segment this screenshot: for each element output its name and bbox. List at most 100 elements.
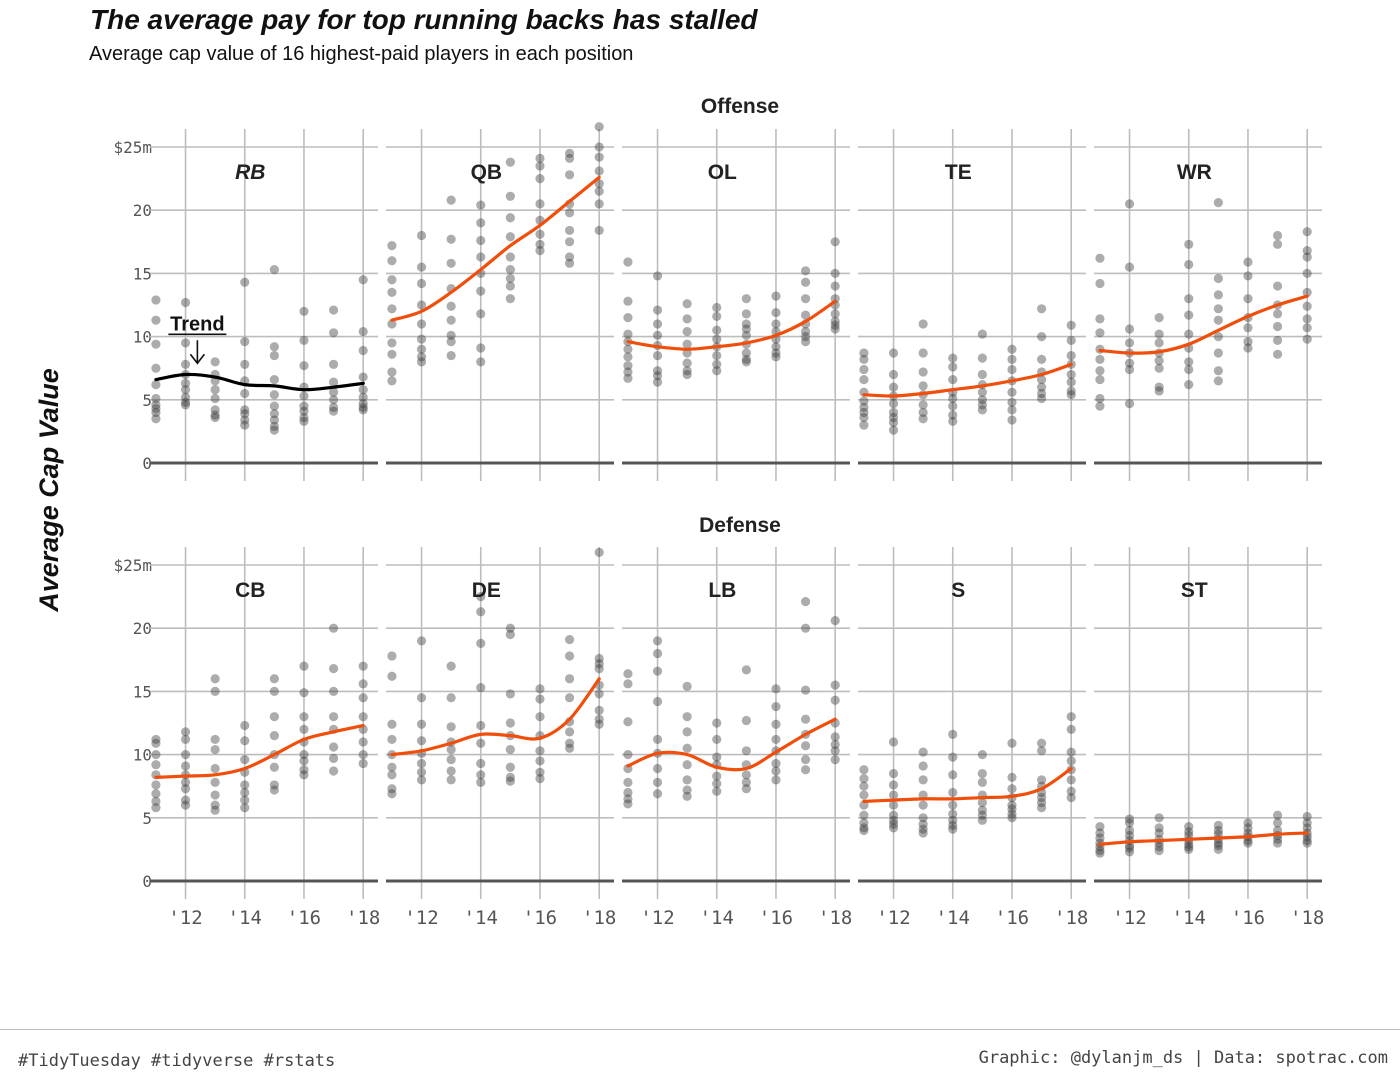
data-point: [358, 345, 368, 356]
data-point: [1124, 818, 1135, 828]
data-point: [240, 359, 250, 370]
data-point: [948, 410, 958, 420]
data-point: [977, 353, 987, 363]
trend-line: [154, 372, 365, 392]
data-point: [800, 623, 811, 633]
data-point: [830, 316, 840, 327]
data-point: [299, 401, 309, 411]
data-point: [888, 800, 899, 810]
data-point: [977, 805, 987, 815]
data-point: [712, 718, 722, 728]
data-point: [888, 412, 899, 423]
data-point: [888, 407, 899, 418]
y-axis-label: Average Cap Value: [34, 368, 64, 613]
data-point: [535, 774, 545, 784]
data-point: [240, 388, 250, 399]
data-point: [1007, 354, 1017, 364]
data-point: [888, 348, 899, 358]
data-point: [180, 800, 191, 810]
data-point: [771, 719, 781, 729]
data-point: [948, 770, 958, 780]
data-point: [948, 820, 958, 830]
data-point: [594, 653, 604, 664]
data-point: [358, 398, 368, 409]
data-point: [1036, 393, 1047, 404]
data-point: [1184, 844, 1194, 855]
data-point: [888, 815, 899, 825]
data-point: [682, 791, 692, 801]
data-point: [416, 300, 427, 310]
data-point: [1154, 363, 1164, 373]
data-point: [240, 780, 250, 790]
data-point: [269, 401, 279, 411]
data-point: [269, 686, 279, 697]
data-point: [948, 729, 958, 739]
data-point: [358, 405, 368, 415]
data-point: [1184, 294, 1194, 304]
data-point: [505, 629, 515, 640]
data-point: [151, 400, 161, 410]
data-point: [299, 406, 309, 416]
data-point: [712, 734, 722, 745]
data-point: [800, 755, 811, 765]
panel-te: TE: [858, 129, 1086, 481]
data-point: [564, 225, 575, 236]
data-point: [682, 314, 692, 324]
data-point: [712, 771, 722, 781]
data-point: [800, 741, 811, 751]
data-point: [416, 334, 427, 344]
data-point: [151, 414, 161, 424]
data-point: [771, 348, 781, 358]
data-point: [682, 785, 692, 795]
data-point: [1066, 350, 1076, 361]
data-point: [535, 746, 545, 756]
data-point: [299, 391, 309, 401]
data-point: [210, 805, 220, 815]
data-point: [210, 412, 220, 423]
data-point: [387, 367, 397, 377]
data-point: [888, 790, 899, 800]
panel-rb: RB Trend: [150, 129, 378, 481]
data-point: [918, 400, 928, 410]
data-point: [299, 361, 309, 371]
data-point: [328, 328, 339, 338]
data-point: [416, 230, 427, 241]
data-point: [1007, 813, 1017, 823]
data-point: [652, 305, 663, 315]
data-point: [918, 348, 928, 358]
data-point: [1066, 792, 1076, 803]
data-point: [1124, 843, 1135, 853]
data-point: [977, 400, 987, 410]
data-point: [387, 719, 397, 729]
data-point: [741, 319, 751, 329]
data-point: [535, 153, 545, 163]
data-point: [712, 302, 722, 313]
data-point: [918, 775, 928, 785]
data-point: [948, 787, 958, 798]
data-point: [535, 246, 545, 256]
data-point: [652, 319, 663, 329]
panel-title: TE: [945, 161, 972, 184]
data-point: [1243, 823, 1253, 833]
data-point: [682, 369, 692, 380]
data-point: [328, 623, 339, 633]
data-point: [1184, 329, 1194, 339]
data-point: [535, 684, 545, 694]
x-tick-label: '12: [404, 907, 438, 929]
data-point: [328, 766, 339, 776]
data-point: [505, 232, 515, 242]
data-point: [476, 770, 486, 780]
data-point: [771, 342, 781, 352]
data-point: [1007, 738, 1017, 748]
data-point: [1302, 838, 1312, 848]
data-point: [859, 790, 869, 800]
data-point: [1007, 364, 1017, 375]
data-point: [1213, 366, 1223, 376]
data-point: [1154, 823, 1164, 833]
data-point: [741, 715, 751, 726]
data-point: [387, 734, 397, 745]
x-tick-label: '16: [759, 907, 793, 929]
data-point: [180, 359, 191, 370]
data-point: [918, 813, 928, 823]
data-point: [299, 750, 309, 760]
